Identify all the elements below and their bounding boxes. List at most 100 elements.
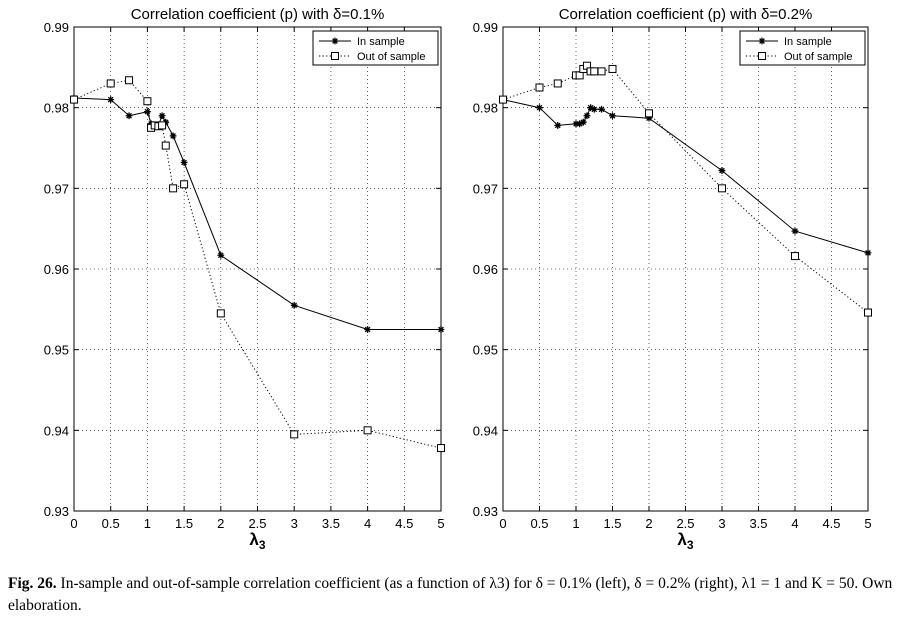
in-sample-point — [579, 118, 587, 126]
chart-panel-left: Correlation coefficient (p) with δ=0.1% 0… — [0, 0, 461, 560]
x-axis-label-right: λ3 — [677, 530, 693, 552]
in-sample-point — [158, 112, 166, 120]
x-tick-label: 5 — [437, 516, 444, 531]
x-tick-label: 3.5 — [749, 516, 767, 531]
in-sample-point — [718, 167, 726, 174]
out-of-sample-point — [535, 83, 544, 92]
out-of-sample-point — [70, 95, 78, 104]
out-of-sample-point — [125, 76, 134, 85]
out-of-sample-point — [106, 79, 115, 88]
in-sample-point — [364, 326, 371, 333]
in-sample-point — [645, 114, 653, 122]
in-sample-point — [598, 105, 605, 113]
in-sample-line — [73, 97, 441, 330]
in-sample-point — [536, 104, 543, 112]
legend-marker — [331, 52, 339, 60]
out-of-sample-point — [143, 97, 152, 106]
out-of-sample-point — [590, 67, 599, 76]
out-of-sample-point — [608, 64, 617, 73]
x-tick-label: 1 — [572, 516, 579, 531]
x-tick-label: 1.5 — [175, 516, 193, 531]
in-sample-point — [590, 105, 598, 113]
in-sample-point — [791, 227, 799, 235]
legend-label: Out of sample — [784, 51, 852, 63]
out-of-sample-point — [169, 184, 178, 193]
out-of-sample-point — [575, 71, 584, 80]
y-tick-label: 0.95 — [44, 343, 69, 358]
in-sample-point — [583, 112, 591, 120]
x-tick-label: 5 — [864, 516, 871, 531]
out-of-sample-line — [73, 79, 442, 449]
chart-panel-right: Correlation coefficient (p) with δ=0.2% 0… — [461, 0, 922, 560]
y-tick-label: 0.94 — [44, 423, 69, 438]
out-of-sample-point — [437, 444, 445, 453]
in-sample-point — [587, 104, 594, 112]
in-sample-point — [125, 112, 133, 120]
x-tick-label: 2.5 — [248, 516, 266, 531]
y-tick-label: 0.97 — [44, 181, 69, 196]
y-tick-label: 0.96 — [473, 262, 498, 277]
in-sample-point — [180, 159, 188, 166]
chart-right-svg: Correlation coefficient (p) with δ=0.2% 0… — [473, 6, 872, 552]
y-tick-label: 0.93 — [44, 504, 69, 519]
legend-label: In sample — [357, 36, 405, 48]
series-out-of-sample-right — [499, 61, 872, 317]
in-sample-point — [144, 108, 151, 116]
x-axis-label-left: λ3 — [249, 530, 265, 552]
in-sample-point — [437, 326, 445, 333]
axis-ticks-right: 0 0.5 1 1.5 2 2.5 3 3.5 4 4.5 5 0.93 0.94 0.95 0.96 0.9… — [473, 20, 872, 531]
legend-marker — [758, 37, 766, 45]
figure-caption: Fig. 26. In-sample and out-of-sample cor… — [8, 573, 918, 617]
x-tick-label: 4 — [791, 516, 798, 531]
out-of-sample-point — [718, 184, 726, 193]
in-sample-point — [169, 132, 177, 140]
series-out-of-sample-left — [70, 76, 445, 453]
out-of-sample-line — [502, 64, 869, 313]
out-of-sample-point — [363, 426, 372, 435]
x-tick-label: 4 — [364, 516, 371, 531]
x-tick-label: 0.5 — [102, 516, 120, 531]
y-tick-label: 0.98 — [473, 101, 498, 116]
x-tick-label: 2 — [645, 516, 652, 531]
x-tick-label: 4.5 — [395, 516, 413, 531]
x-tick-label: 3.5 — [322, 516, 340, 531]
x-tick-label: 4.5 — [822, 516, 840, 531]
x-tick-label: 3 — [291, 516, 298, 531]
caption-label: Fig. 26. — [8, 575, 57, 592]
caption-text: In-sample and out-of-sample correlation … — [8, 575, 893, 614]
in-sample-point — [217, 251, 225, 259]
y-tick-label: 0.98 — [44, 101, 69, 116]
out-of-sample-point — [216, 309, 225, 318]
out-of-sample-point — [158, 121, 167, 130]
out-of-sample-point — [791, 252, 799, 261]
grid-left — [74, 27, 441, 511]
in-sample-point — [107, 96, 115, 103]
x-tick-label: 0.5 — [530, 516, 548, 531]
x-tick-label: 0 — [499, 516, 506, 531]
y-tick-label: 0.95 — [473, 343, 498, 358]
out-of-sample-point — [180, 180, 189, 189]
chart-title-right: Correlation coefficient (p) with δ=0.2% — [559, 6, 813, 23]
out-of-sample-point — [645, 109, 653, 118]
chart-title-left: Correlation coefficient (p) with δ=0.1% — [131, 6, 385, 23]
x-tick-label: 3 — [718, 516, 725, 531]
y-tick-label: 0.99 — [473, 20, 498, 35]
x-tick-label: 0 — [70, 516, 77, 531]
x-tick-label: 1 — [144, 516, 151, 531]
out-of-sample-point — [864, 308, 872, 317]
out-of-sample-point — [597, 67, 606, 76]
legend-marker — [331, 37, 339, 45]
series-in-sample-left — [70, 94, 445, 333]
grid-right — [503, 27, 868, 511]
series-in-sample-right — [499, 96, 872, 257]
y-tick-label: 0.94 — [473, 423, 498, 438]
y-tick-label: 0.93 — [473, 504, 498, 519]
legend-marker — [758, 52, 766, 60]
out-of-sample-point — [499, 95, 507, 104]
x-tick-label: 2.5 — [676, 516, 694, 531]
legend-label: In sample — [784, 36, 832, 48]
legend-left: In sample Out of sample — [312, 30, 439, 66]
legend-right: In sample Out of sample — [739, 30, 866, 66]
axis-ticks-left: 0 0.5 1 1.5 2 2.5 3 3.5 4 4.5 5 0.93 0.94 0.95 0.96 0.9… — [44, 20, 445, 531]
